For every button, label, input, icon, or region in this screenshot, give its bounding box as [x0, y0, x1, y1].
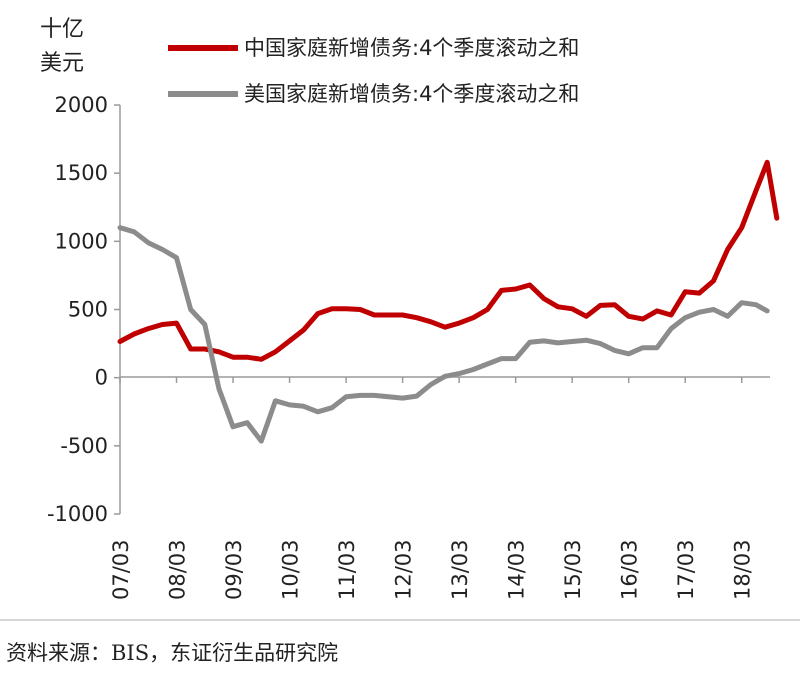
x-tick-label: 12/03	[392, 539, 416, 600]
x-tick-label: 10/03	[279, 539, 303, 600]
x-tick-label: 15/03	[561, 539, 585, 600]
x-tick-label: 08/03	[166, 539, 190, 600]
x-tick-label: 18/03	[731, 539, 755, 600]
legend-label-us: 美国家庭新增债务:4个季度滚动之和	[244, 82, 579, 106]
legend-label-china: 中国家庭新增债务:4个季度滚动之和	[244, 36, 579, 60]
legend: 中国家庭新增债务:4个季度滚动之和 美国家庭新增债务:4个季度滚动之和	[168, 36, 579, 106]
x-tick-label: 11/03	[335, 539, 359, 600]
series-line-us	[117, 225, 770, 444]
x-axis-ticks: 07/03 08/03 09/03 10/03 11/03 12/03 13/03 14/03…	[109, 377, 755, 600]
y-tick-label: -500	[60, 434, 108, 458]
series-lines	[117, 159, 780, 444]
y-tick-label: 1000	[55, 229, 108, 253]
x-tick-label: 09/03	[222, 539, 246, 600]
x-tick-label: 07/03	[109, 539, 133, 600]
y-axis-unit-line1: 十亿	[40, 17, 84, 42]
y-tick-label: 500	[68, 298, 108, 322]
x-tick-label: 16/03	[618, 539, 642, 600]
y-axis-unit-line2: 美元	[40, 51, 84, 76]
y-tick-label: 1500	[55, 161, 108, 185]
series-line-china	[117, 159, 780, 362]
x-tick-label: 13/03	[448, 539, 472, 600]
y-tick-label: 0	[95, 366, 108, 390]
y-axis-ticks: 2000 1500 1000 500 0 -500 -1000	[47, 93, 120, 526]
y-tick-label: -1000	[47, 502, 108, 526]
x-tick-label: 14/03	[505, 539, 529, 600]
x-tick-label: 17/03	[674, 539, 698, 600]
y-tick-label: 2000	[55, 93, 108, 117]
source-note: 资料来源：BIS，东证衍生品研究院	[6, 641, 338, 665]
